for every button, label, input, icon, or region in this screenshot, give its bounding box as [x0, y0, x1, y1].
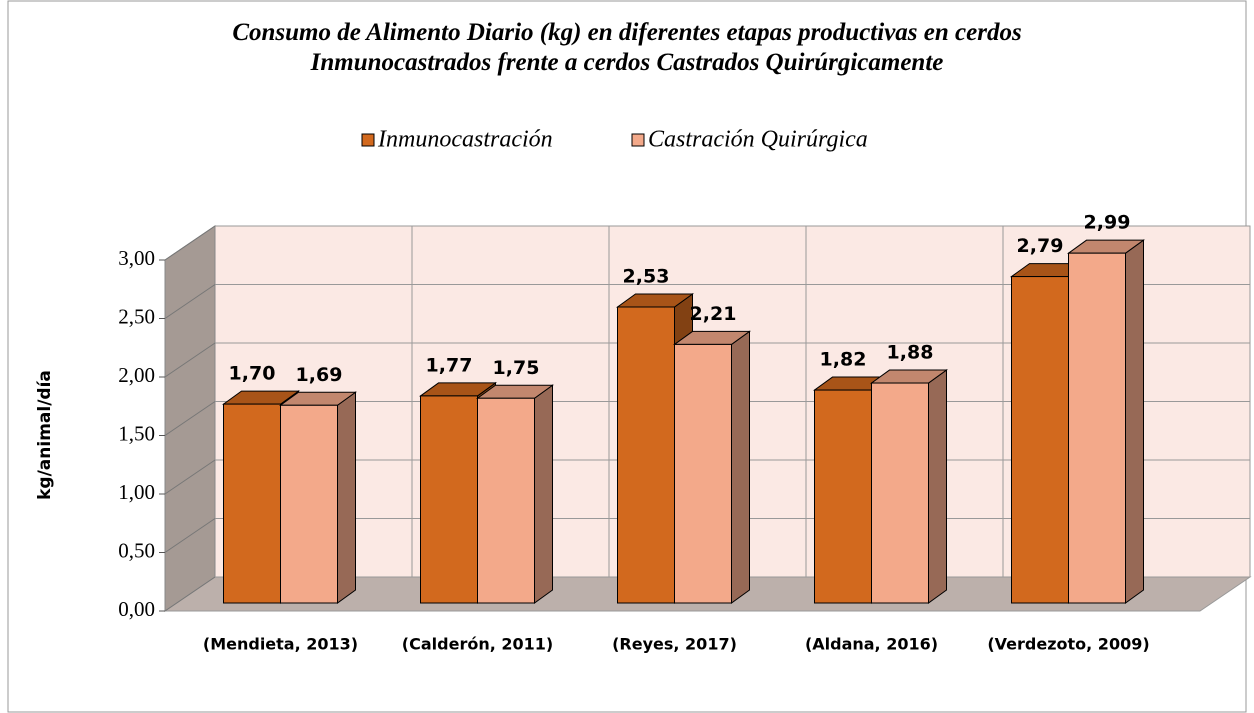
value-label: 2,53	[623, 265, 670, 287]
y-tick-label: 2,50	[118, 304, 155, 328]
x-tick-label: (Reyes, 2017)	[612, 635, 737, 654]
grid-line-side	[164, 284, 216, 319]
bar	[280, 404, 338, 604]
grid-line-side	[164, 576, 216, 612]
y-tick-label: 1,00	[118, 480, 155, 504]
x-tick-label: (Aldana, 2016)	[805, 635, 938, 654]
bar	[871, 382, 929, 604]
value-label: 1,77	[426, 354, 473, 376]
x-tick-label: (Calderón, 2011)	[402, 635, 553, 654]
grid-line-side	[164, 401, 216, 436]
x-tick-label: (Mendieta, 2013)	[203, 635, 358, 654]
value-label: 2,21	[690, 303, 737, 325]
grid-line-side	[164, 518, 216, 553]
bar-side	[731, 330, 750, 604]
bar	[1011, 276, 1069, 604]
value-label: 1,75	[493, 357, 540, 379]
value-label: 2,99	[1084, 212, 1131, 234]
legend-label: Castración Quirúrgica	[648, 127, 868, 153]
bar	[1068, 252, 1126, 604]
bar-side	[534, 384, 553, 604]
grid-line-side	[164, 342, 216, 378]
bar	[814, 389, 872, 604]
chart-title: Consumo de Alimento Diario (kg) en difer…	[232, 19, 1022, 76]
legend-swatch	[631, 133, 645, 147]
y-tick-label: 0,50	[118, 538, 155, 562]
grid-line-side	[164, 225, 216, 261]
value-label: 2,79	[1017, 235, 1064, 257]
bar	[420, 395, 478, 604]
bar	[617, 306, 675, 604]
x-tick-label: (Verdezoto, 2009)	[987, 635, 1149, 654]
value-label: 1,88	[887, 342, 934, 364]
bar-side	[1125, 239, 1144, 604]
grid-line-side	[164, 459, 216, 495]
bar	[674, 343, 732, 604]
bar	[477, 397, 535, 604]
value-label: 1,70	[229, 363, 276, 385]
y-axis-label: kg/animal/día	[35, 370, 55, 500]
bar-side	[337, 391, 356, 604]
y-tick-label: 2,00	[118, 363, 155, 387]
y-tick-label: 0,00	[118, 597, 155, 621]
y-tick-label: 3,00	[118, 246, 155, 270]
legend-label: Inmunocastración	[377, 127, 553, 153]
value-label: 1,69	[296, 364, 343, 386]
bar-side	[928, 369, 947, 604]
bar	[223, 403, 281, 604]
legend-swatch	[361, 133, 375, 147]
y-tick-label: 1,50	[118, 421, 155, 445]
value-label: 1,82	[820, 349, 867, 371]
